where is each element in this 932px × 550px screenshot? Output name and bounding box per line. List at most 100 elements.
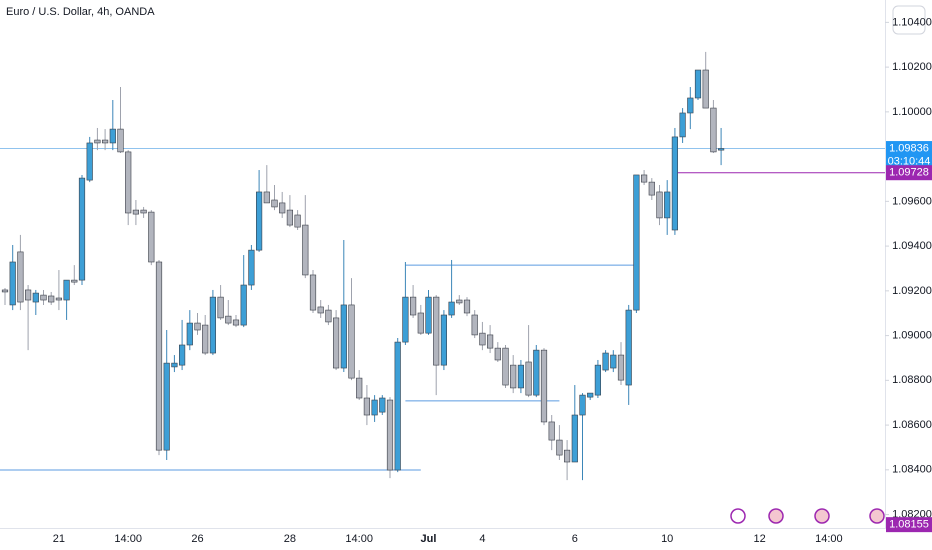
candle-body <box>348 304 355 379</box>
candle-body <box>717 148 725 151</box>
candle-body <box>379 397 386 413</box>
y-tick-label: 1.10200 <box>892 61 932 73</box>
x-tick-label: 12 <box>753 533 765 545</box>
x-tick-label: 14:00 <box>114 533 142 545</box>
candle-body <box>702 69 709 109</box>
candle-body <box>610 354 617 369</box>
y-tick-label: 1.10000 <box>892 106 932 118</box>
chart-title: Euro / U.S. Dollar, 4h, OANDA <box>6 6 155 18</box>
candle-body <box>548 421 555 441</box>
candle-body <box>425 296 432 334</box>
candle-body <box>248 249 255 286</box>
candle-body <box>94 139 101 144</box>
candle-body <box>271 199 278 208</box>
event-icon[interactable] <box>730 508 746 524</box>
price-label: 1.09836 <box>889 142 929 154</box>
candle-body <box>409 296 417 316</box>
x-tick-label: 14:00 <box>815 533 843 545</box>
candle-body <box>179 344 186 366</box>
candle-body <box>417 312 424 334</box>
candle-body <box>625 309 632 386</box>
candle-body <box>494 347 501 361</box>
candle-body <box>587 392 594 398</box>
candle-body <box>132 209 140 215</box>
candle-body <box>55 297 62 301</box>
candle-body <box>440 314 448 366</box>
candle-body <box>163 362 170 451</box>
price-label-box <box>886 141 932 170</box>
price-label: 1.09728 <box>889 167 929 179</box>
candle-body <box>202 324 209 354</box>
y-tick-label: 1.09600 <box>892 195 932 207</box>
candle-body <box>563 449 571 463</box>
candle-body <box>317 306 324 314</box>
candle-body <box>394 341 401 471</box>
x-tick-label: 14:00 <box>345 533 373 545</box>
y-tick-label: 1.10400 <box>892 16 932 28</box>
candle-body <box>594 364 601 396</box>
candle-body <box>294 214 301 228</box>
candle-body <box>78 177 86 281</box>
candle-body <box>687 97 694 114</box>
price-label: 1.08155 <box>889 519 929 531</box>
candle-body <box>71 279 78 283</box>
candle-body <box>602 352 609 371</box>
candle-body <box>186 322 193 346</box>
y-tick-label: 1.08400 <box>892 464 932 476</box>
candle-body <box>155 261 163 451</box>
candle-body <box>1 289 9 293</box>
candle-body <box>302 224 309 276</box>
settings-button[interactable] <box>892 5 926 35</box>
candle-body <box>710 107 717 153</box>
event-icon[interactable] <box>768 508 784 524</box>
candle-body <box>225 315 232 324</box>
candle-body <box>40 294 47 301</box>
candle-body <box>109 128 116 144</box>
candle-body <box>471 314 478 336</box>
candle-body <box>340 304 347 369</box>
candle-body <box>209 296 217 354</box>
x-tick-label: 26 <box>191 533 203 545</box>
candle-body <box>664 191 671 219</box>
candle-body <box>671 136 678 231</box>
candle-body <box>386 399 394 471</box>
candle-body <box>456 299 463 304</box>
y-tick-label: 1.09200 <box>892 285 932 297</box>
candle-body <box>502 347 509 386</box>
event-icon[interactable] <box>814 508 830 524</box>
candle-body <box>63 279 70 301</box>
price-label-box <box>886 517 932 533</box>
candle-body <box>556 439 563 456</box>
candle-body <box>363 397 371 416</box>
candle-body <box>517 364 524 389</box>
candle-body <box>286 209 294 226</box>
candle-body <box>263 191 270 204</box>
candle-body <box>540 349 548 423</box>
candle-body <box>140 209 147 214</box>
candle-body <box>309 274 317 311</box>
candle-body <box>194 322 201 331</box>
x-tick-label: 4 <box>479 533 485 545</box>
candle-body <box>279 202 286 214</box>
candle-body <box>533 349 540 396</box>
candle-body <box>24 289 32 301</box>
candle-body <box>648 181 655 196</box>
x-tick-label: 28 <box>284 533 296 545</box>
candle-body <box>579 394 586 416</box>
price-label-box <box>886 165 932 181</box>
candle-body <box>371 399 378 416</box>
x-tick-label: 10 <box>661 533 673 545</box>
candle-body <box>433 296 440 366</box>
candle-body <box>255 191 263 251</box>
y-tick-label: 1.08600 <box>892 419 932 431</box>
candle-body <box>332 317 340 369</box>
candle-body <box>479 332 486 346</box>
candle-body <box>9 261 16 306</box>
candle-body <box>571 414 578 463</box>
x-tick-label: 21 <box>53 533 65 545</box>
event-icon[interactable] <box>869 508 885 524</box>
candle-body <box>656 191 663 219</box>
candle-body <box>402 296 409 343</box>
